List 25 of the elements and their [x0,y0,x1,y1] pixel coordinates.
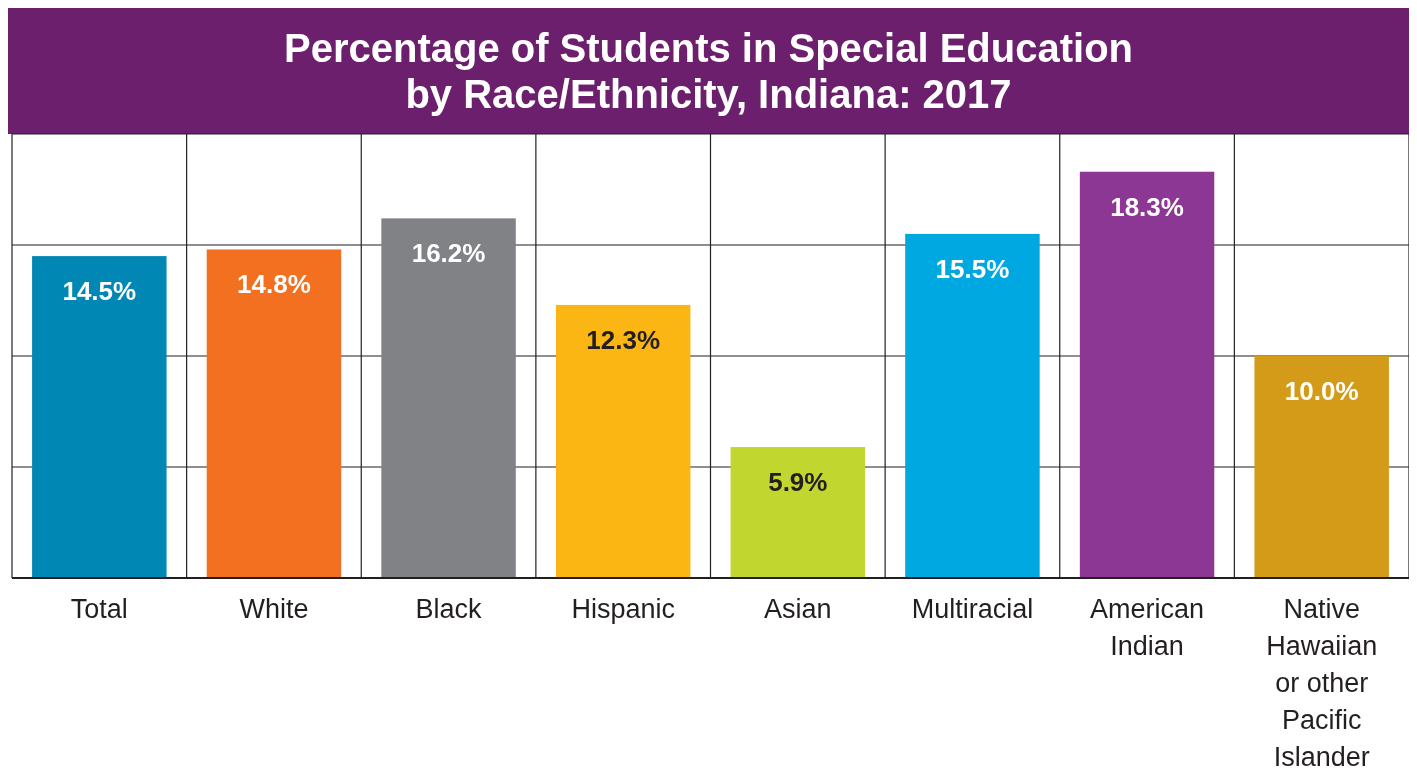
x-tick-label: Black [415,594,483,624]
bar [905,233,1040,578]
bar [730,447,866,578]
bar [206,249,342,578]
chart-title: Percentage of Students in Special Education by Race/Ethnicity, Indiana: 2017 [283,26,1134,116]
bar [381,218,516,578]
x-tick-label: American Indian [1090,594,1205,661]
data-label: 14.5% [62,276,137,307]
data-label: 15.5% [935,253,1010,284]
x-tick-label: White [239,594,309,624]
data-label: 14.8% [237,269,311,300]
bar [1254,356,1389,578]
x-tick-label: Asian [764,594,832,624]
data-label: 5.9% [768,467,828,498]
x-tick-label: Total [70,594,128,624]
data-label: 16.2% [411,238,486,269]
x-tick-label: Hispanic [571,594,675,624]
data-label: 18.3% [1110,191,1184,222]
x-tick-label: Native Hawaiian or other Pacific Islander [1266,594,1378,772]
bar [32,256,167,578]
data-label: 10.0% [1284,376,1359,406]
bar [1079,171,1215,578]
bar [555,304,691,578]
data-label: 12.3% [586,324,661,355]
x-tick-label: Multiracial [911,594,1034,624]
